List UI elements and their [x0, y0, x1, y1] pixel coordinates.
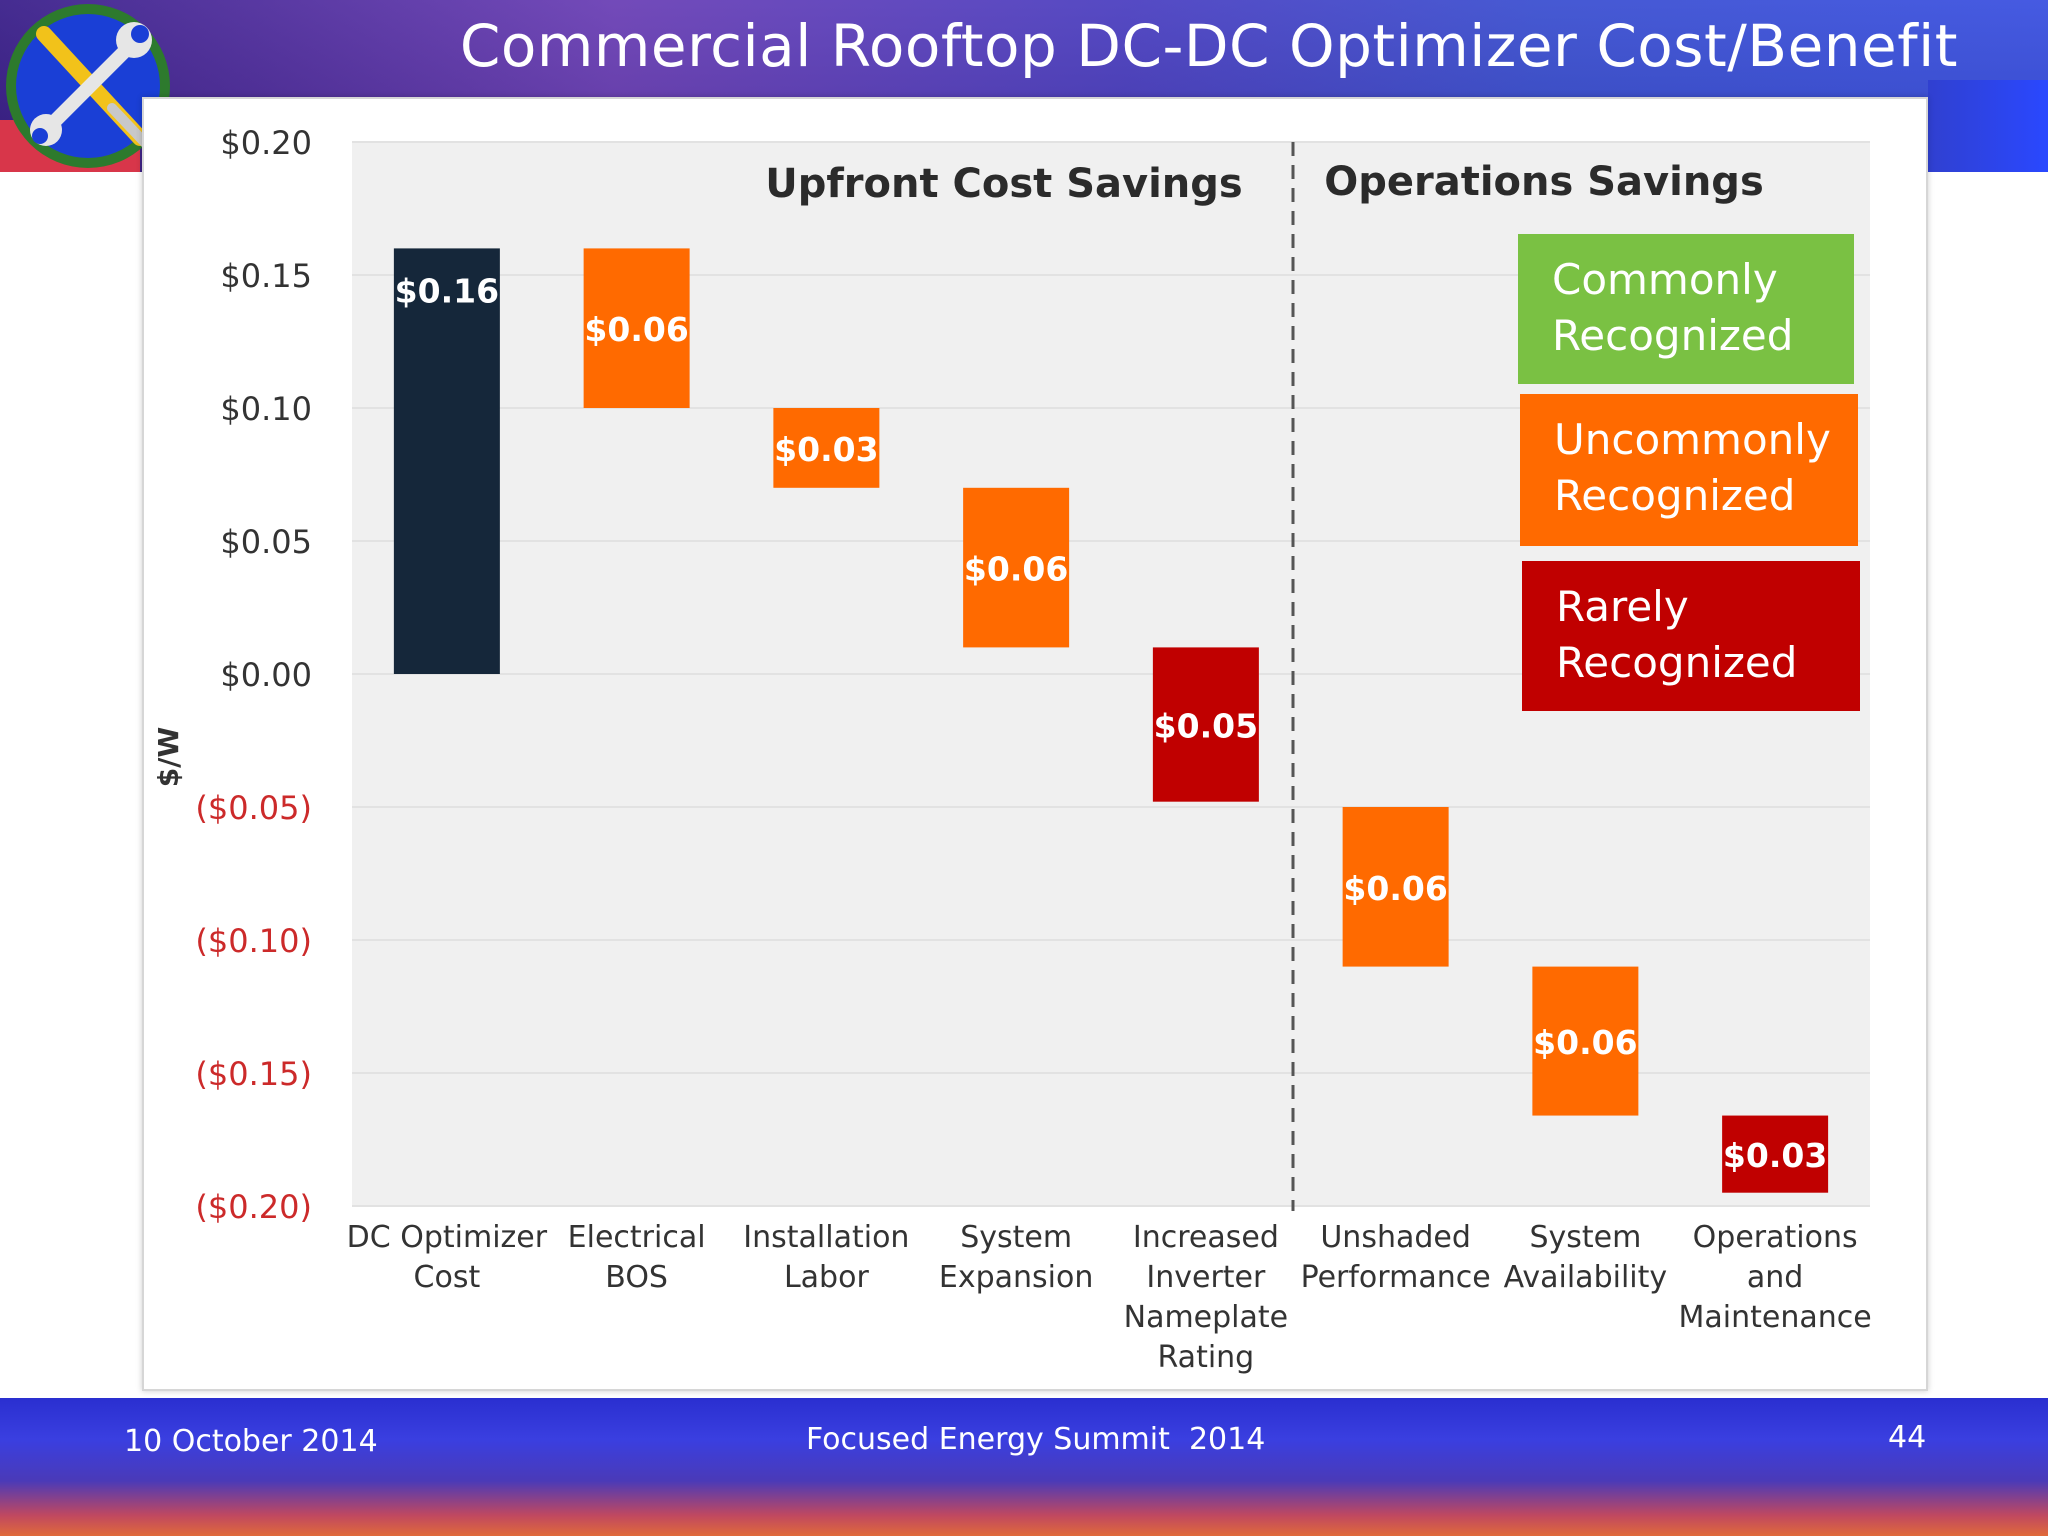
legend-swatch: [1522, 561, 1860, 711]
bar-value-label: $0.03: [1723, 1136, 1827, 1175]
y-tick-label: $0.05: [220, 523, 312, 561]
footer-event: Focused Energy Summit 2014: [806, 1422, 1266, 1457]
x-category-label: Increased: [1133, 1220, 1279, 1255]
wrench-screwdriver-icon: [0, 0, 176, 176]
x-category-label: Installation: [743, 1220, 909, 1255]
x-category-label: and: [1747, 1260, 1803, 1295]
y-tick-label: $0.10: [220, 390, 312, 428]
x-category-label: Inverter: [1146, 1260, 1266, 1295]
bar: [773, 408, 880, 488]
x-category-label: Performance: [1301, 1260, 1491, 1295]
bar-value-label: $0.16: [395, 271, 499, 310]
chart-panel: $0.20 $0.15 $0.10 $0.05 $0.00 ($0.05) ($0.10) (…: [142, 97, 1928, 1391]
y-tick-label: $0.00: [220, 656, 312, 694]
legend-label: Rarely: [1556, 582, 1689, 631]
x-category-label: Electrical: [568, 1220, 706, 1255]
y-tick-label: $0.20: [220, 124, 312, 162]
x-category-label: Cost: [414, 1260, 481, 1295]
legend-label: Uncommonly: [1554, 415, 1831, 464]
y-tick-label: ($0.05): [195, 789, 312, 827]
bar-value-label: $0.06: [1533, 1023, 1637, 1062]
x-category-label: Unshaded: [1320, 1220, 1471, 1255]
legend-swatch: [1518, 234, 1854, 384]
legend-label: Recognized: [1556, 638, 1797, 687]
bar-value-label: $0.06: [1343, 869, 1447, 908]
x-category-label: Expansion: [939, 1260, 1093, 1295]
legend-label: Recognized: [1552, 311, 1793, 360]
x-category-label: Nameplate: [1124, 1300, 1289, 1335]
bar: [393, 248, 500, 674]
page-number: 44: [1888, 1420, 1927, 1455]
x-category-label: BOS: [605, 1260, 668, 1295]
bar: [963, 487, 1070, 648]
bar: [583, 248, 690, 408]
x-category-label: DC Optimizer: [347, 1220, 548, 1255]
footer-date: 10 October 2014: [124, 1424, 378, 1459]
slide-title: Commercial Rooftop DC-DC Optimizer Cost/…: [459, 12, 1958, 80]
bar-value-label: $0.06: [584, 310, 688, 349]
title-right-stripe: [1928, 80, 2048, 172]
x-category-label: System: [960, 1220, 1072, 1255]
bar: [1722, 1115, 1829, 1193]
y-tick-label: ($0.10): [195, 922, 312, 960]
footer-band: [0, 1398, 2048, 1536]
legend-label: Commonly: [1552, 255, 1778, 304]
y-tick-label: ($0.15): [195, 1055, 312, 1093]
y-tick-label: $0.15: [220, 257, 312, 295]
bar: [1152, 647, 1259, 802]
bar: [1532, 966, 1639, 1116]
x-category-label: Availability: [1504, 1260, 1668, 1295]
bar: [1342, 807, 1449, 967]
bar-value-label: $0.06: [964, 550, 1068, 589]
x-category-label: Rating: [1158, 1340, 1255, 1375]
legend-label: Recognized: [1554, 471, 1795, 520]
bar-value-label: $0.05: [1154, 707, 1258, 746]
bar-value-label: $0.03: [774, 430, 878, 469]
y-tick-label: ($0.20): [195, 1188, 312, 1226]
legend-swatch: [1520, 394, 1858, 546]
section-label-upfront: Upfront Cost Savings: [765, 161, 1242, 207]
y-axis-label: $/W: [152, 727, 185, 788]
x-category-label: System: [1529, 1220, 1641, 1255]
x-category-label: Labor: [784, 1260, 869, 1295]
waterfall-chart: $0.20 $0.15 $0.10 $0.05 $0.00 ($0.05) ($0.10) (…: [152, 124, 1872, 1375]
x-category-label: Maintenance: [1679, 1300, 1872, 1335]
x-category-label: Operations: [1693, 1220, 1858, 1255]
section-label-operations: Operations Savings: [1324, 159, 1764, 205]
